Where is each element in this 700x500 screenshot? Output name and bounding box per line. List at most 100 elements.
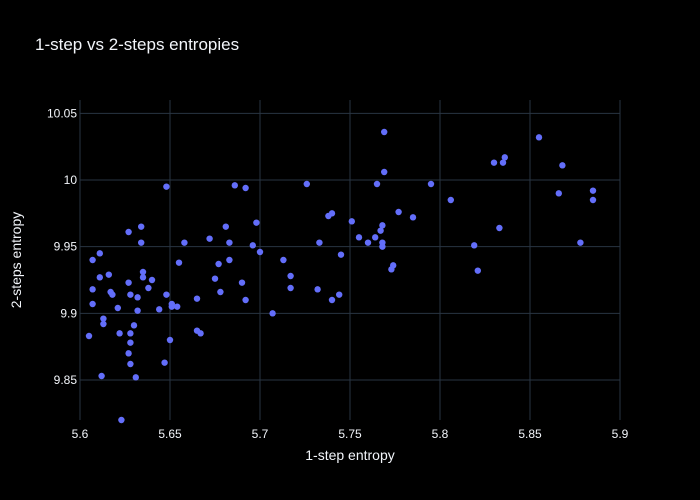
scatter-point[interactable] xyxy=(161,359,168,366)
y-tick-label: 9.85 xyxy=(54,373,78,387)
scatter-point[interactable] xyxy=(427,180,435,188)
scatter-point[interactable] xyxy=(197,330,204,337)
scatter-point[interactable] xyxy=(100,320,107,328)
scatter-point[interactable] xyxy=(253,219,260,226)
scatter-point[interactable] xyxy=(215,260,222,268)
scatter-point[interactable] xyxy=(127,360,134,368)
scatter-point[interactable] xyxy=(390,262,397,269)
scatter-point[interactable] xyxy=(496,224,503,232)
x-tick-label: 5.75 xyxy=(338,427,362,441)
scatter-point[interactable] xyxy=(555,190,562,197)
scatter-point[interactable] xyxy=(96,250,104,257)
scatter-point[interactable] xyxy=(447,196,454,204)
scatter-point[interactable] xyxy=(501,154,508,161)
scatter-point[interactable] xyxy=(175,259,183,266)
scatter-point[interactable] xyxy=(303,180,310,188)
scatter-point[interactable] xyxy=(181,239,188,246)
scatter-point[interactable] xyxy=(116,330,123,337)
scatter-point[interactable] xyxy=(125,228,132,236)
scatter-point[interactable] xyxy=(226,256,233,264)
scatter-point[interactable] xyxy=(372,234,379,241)
scatter-point[interactable] xyxy=(377,227,384,234)
scatter-point[interactable] xyxy=(98,372,105,380)
scatter-point[interactable] xyxy=(364,239,372,246)
scatter-point[interactable] xyxy=(381,168,388,176)
scatter-point[interactable] xyxy=(206,235,213,242)
scatter-point[interactable] xyxy=(139,274,147,281)
scatter-point[interactable] xyxy=(166,336,174,344)
scatter-point[interactable] xyxy=(287,272,294,280)
scatter-point[interactable] xyxy=(328,296,336,304)
x-tick-label: 5.7 xyxy=(252,427,269,441)
scatter-point[interactable] xyxy=(138,223,145,230)
scatter-point[interactable] xyxy=(118,416,125,424)
scatter-point[interactable] xyxy=(89,286,96,293)
scatter-point[interactable] xyxy=(134,294,141,301)
scatter-point[interactable] xyxy=(130,322,138,329)
scatter-point[interactable] xyxy=(211,275,219,282)
scatter-point[interactable] xyxy=(256,248,264,256)
x-tick-label: 5.65 xyxy=(158,427,182,441)
scatter-point[interactable] xyxy=(238,279,246,286)
scatter-point[interactable] xyxy=(96,274,104,281)
scatter-point[interactable] xyxy=(381,128,388,136)
scatter-point[interactable] xyxy=(379,243,386,250)
scatter-point[interactable] xyxy=(145,284,152,292)
scatter-point[interactable] xyxy=(89,256,96,264)
scatter-point[interactable] xyxy=(474,267,481,274)
scatter-point[interactable] xyxy=(138,239,145,246)
scatter-point[interactable] xyxy=(85,332,93,340)
scatter-point[interactable] xyxy=(373,180,381,188)
scatter-point[interactable] xyxy=(156,306,163,313)
scatter-point[interactable] xyxy=(222,223,229,230)
scatter-point[interactable] xyxy=(577,239,584,246)
scatter-point[interactable] xyxy=(226,239,233,246)
scatter-point[interactable] xyxy=(217,288,224,296)
scatter-point[interactable] xyxy=(127,339,134,346)
scatter-point[interactable] xyxy=(499,159,507,166)
scatter-point[interactable] xyxy=(163,291,170,298)
scatter-point[interactable] xyxy=(174,303,181,310)
scatter-point[interactable] xyxy=(280,256,287,264)
scatter-point[interactable] xyxy=(148,276,156,284)
scatter-point[interactable] xyxy=(535,134,543,141)
scatter-point[interactable] xyxy=(125,279,132,286)
scatter-point[interactable] xyxy=(114,304,122,312)
scatter-point[interactable] xyxy=(490,159,498,166)
scatter-point[interactable] xyxy=(336,291,343,298)
scatter-point[interactable] xyxy=(409,214,417,221)
scatter-point[interactable] xyxy=(337,251,345,258)
scatter-point[interactable] xyxy=(269,310,276,317)
scatter-point[interactable] xyxy=(249,242,256,249)
scatter-point[interactable] xyxy=(134,307,141,314)
scatter-point[interactable] xyxy=(316,239,323,246)
scatter-point[interactable] xyxy=(127,330,134,337)
scatter-point[interactable] xyxy=(100,315,107,322)
scatter-point[interactable] xyxy=(379,222,386,229)
scatter-point[interactable] xyxy=(163,183,170,190)
scatter-point[interactable] xyxy=(132,374,139,381)
scatter-point[interactable] xyxy=(314,286,321,293)
scatter-point[interactable] xyxy=(231,182,238,189)
scatter-point[interactable] xyxy=(348,218,355,225)
scatter-point[interactable] xyxy=(242,184,249,192)
scatter-point[interactable] xyxy=(139,268,147,276)
scatter-point[interactable] xyxy=(193,295,201,302)
scatter-point[interactable] xyxy=(559,162,566,169)
scatter-point[interactable] xyxy=(355,234,363,241)
scatter-point[interactable] xyxy=(89,300,96,308)
scatter-point[interactable] xyxy=(471,242,478,249)
scatter-point[interactable] xyxy=(125,350,132,357)
scatter-point[interactable] xyxy=(287,284,294,292)
scatter-point[interactable] xyxy=(109,291,116,298)
grid-layer xyxy=(79,100,621,420)
scatter-point[interactable] xyxy=(242,296,249,304)
scatter-point[interactable] xyxy=(589,196,597,204)
scatter-point[interactable] xyxy=(589,187,597,194)
scatter-point[interactable] xyxy=(105,271,113,278)
scatter-point[interactable] xyxy=(328,210,336,217)
scatter-point[interactable] xyxy=(395,208,402,216)
scatter-point[interactable] xyxy=(127,291,134,298)
scatter-point[interactable] xyxy=(168,300,175,308)
